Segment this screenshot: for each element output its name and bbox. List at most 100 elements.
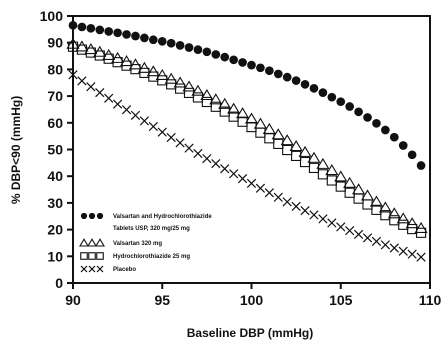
data-point bbox=[166, 132, 176, 143]
y-tick-label: 100 bbox=[40, 8, 64, 24]
data-point bbox=[209, 93, 223, 105]
legend-marker bbox=[80, 265, 88, 273]
data-point bbox=[291, 201, 301, 211]
data-point bbox=[334, 170, 348, 182]
data-point bbox=[77, 22, 87, 32]
data-point bbox=[265, 66, 274, 76]
data-point bbox=[316, 157, 330, 169]
data-point bbox=[318, 88, 328, 97]
legend-marker bbox=[87, 238, 97, 247]
data-point bbox=[345, 226, 355, 236]
legend-marker bbox=[88, 212, 96, 220]
x-tick-label: 95 bbox=[154, 292, 170, 308]
data-point bbox=[68, 21, 78, 30]
data-point bbox=[327, 218, 337, 228]
legend-label: Hydrochlorothiazide 25 mg bbox=[113, 254, 190, 260]
data-point bbox=[389, 215, 400, 226]
data-point bbox=[291, 150, 302, 162]
data-point bbox=[93, 45, 107, 57]
data-point bbox=[256, 63, 265, 73]
data-point bbox=[353, 193, 364, 204]
data-point bbox=[166, 38, 176, 48]
data-point bbox=[255, 127, 266, 138]
data-point bbox=[307, 151, 321, 163]
data-point bbox=[405, 217, 419, 229]
x-tick-label: 105 bbox=[329, 292, 353, 308]
data-point bbox=[291, 76, 301, 85]
data-point bbox=[354, 107, 363, 117]
legend-item: Valsartan 320 mg bbox=[79, 238, 162, 247]
data-point bbox=[202, 47, 212, 57]
data-point bbox=[336, 222, 346, 232]
x-axis-title: Baseline DBP (mmHg) bbox=[187, 326, 313, 340]
y-tick-label: 80 bbox=[47, 61, 63, 77]
data-point bbox=[282, 197, 292, 207]
y-tick-label: 50 bbox=[47, 142, 63, 158]
data-point bbox=[220, 164, 230, 174]
data-point bbox=[146, 65, 160, 77]
data-point bbox=[308, 162, 320, 174]
data-point bbox=[193, 45, 203, 54]
data-point bbox=[237, 173, 248, 184]
data-point bbox=[327, 92, 337, 102]
data-point bbox=[175, 83, 186, 94]
data-point bbox=[84, 43, 98, 55]
y-axis: 0 10 20 30 40 50 60 70 80 90 100 bbox=[40, 8, 73, 291]
data-point bbox=[300, 80, 310, 89]
data-point bbox=[95, 25, 105, 35]
data-point bbox=[282, 144, 293, 156]
legend-marker bbox=[80, 252, 88, 260]
data-point bbox=[271, 128, 285, 140]
data-point bbox=[200, 88, 214, 101]
data-point bbox=[192, 92, 204, 103]
data-point bbox=[246, 178, 257, 189]
data-point bbox=[113, 28, 122, 38]
data-point bbox=[157, 127, 167, 137]
data-point bbox=[255, 183, 266, 193]
series-3 bbox=[67, 41, 427, 238]
legend-label: Placebo bbox=[113, 267, 136, 273]
data-point bbox=[211, 159, 221, 169]
data-point bbox=[237, 116, 248, 127]
legend-item: Placebo bbox=[80, 265, 136, 273]
data-point bbox=[202, 153, 212, 164]
data-point bbox=[273, 69, 283, 79]
data-point bbox=[246, 121, 257, 133]
series-1 bbox=[68, 21, 426, 170]
data-point bbox=[378, 201, 392, 213]
data-point bbox=[371, 236, 382, 246]
data-point bbox=[369, 195, 384, 207]
data-point bbox=[201, 96, 212, 108]
data-point bbox=[191, 84, 205, 96]
data-point bbox=[389, 132, 399, 142]
series-4 bbox=[68, 70, 426, 262]
data-point bbox=[175, 138, 185, 148]
data-point bbox=[299, 156, 311, 168]
data-point bbox=[130, 110, 141, 120]
y-tick-label: 30 bbox=[47, 195, 63, 211]
data-point bbox=[389, 243, 399, 253]
data-point bbox=[66, 37, 80, 49]
data-point bbox=[345, 102, 355, 111]
data-point bbox=[148, 121, 158, 132]
data-point bbox=[407, 150, 417, 160]
x-tick-label: 90 bbox=[65, 292, 81, 308]
data-point bbox=[362, 233, 373, 243]
data-point bbox=[273, 138, 284, 149]
data-point bbox=[218, 97, 232, 109]
data-point bbox=[298, 145, 312, 157]
legend-marker bbox=[96, 212, 104, 220]
data-point bbox=[140, 33, 149, 43]
legend-marker bbox=[95, 238, 105, 247]
data-point bbox=[362, 199, 373, 210]
data-point bbox=[148, 35, 158, 45]
data-point bbox=[398, 141, 408, 150]
y-tick-label: 70 bbox=[47, 88, 63, 104]
y-tick-label: 40 bbox=[47, 168, 63, 184]
data-point bbox=[104, 93, 114, 103]
data-point bbox=[166, 79, 177, 90]
data-point bbox=[86, 82, 96, 92]
data-point bbox=[415, 227, 427, 238]
data-point bbox=[68, 70, 78, 80]
y-axis-title: % DBP<90 (mmHg) bbox=[9, 96, 23, 204]
